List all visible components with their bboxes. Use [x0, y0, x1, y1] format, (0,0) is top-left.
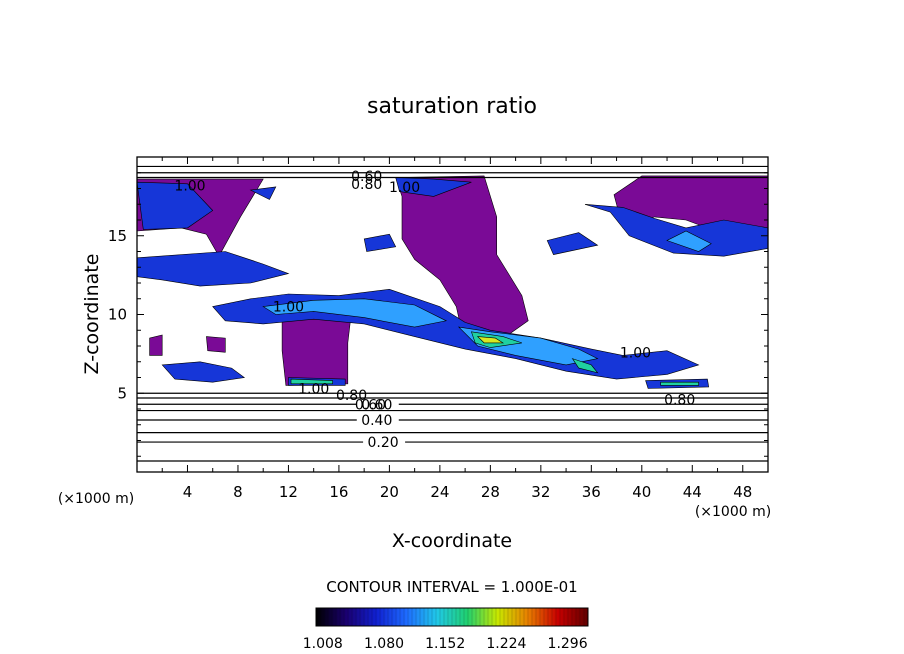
colorbar-tick-label: 1.224: [486, 636, 526, 652]
y-tick-label: 5: [117, 384, 127, 402]
saturation-region-low: [546, 232, 599, 255]
contour-label: 1.00: [620, 345, 651, 361]
contour-label: 0.60: [355, 397, 386, 413]
saturation-region-low: [137, 251, 290, 287]
contour-label: 1.00: [389, 180, 420, 196]
saturation-region-saturated-purple: [206, 336, 226, 353]
colorbar-tick-label: 1.152: [425, 636, 465, 652]
saturation-region-mid-high: [290, 378, 333, 385]
saturation-fill-layer: [137, 175, 768, 389]
x-tick-label: 32: [531, 483, 550, 501]
y-axis: 5 10 15: [108, 172, 768, 457]
x-tick-label: 12: [279, 483, 298, 501]
contour-label: 0.80: [664, 393, 695, 409]
z-unit-label: (×1000 m): [58, 491, 134, 507]
contour-label-layer: 0.200.400.601.000.600.80 1.001.001.00 0.80…: [174, 169, 695, 451]
saturation-region-high: [476, 336, 505, 344]
x-tick-label: 20: [380, 483, 399, 501]
contour-level-label: 0.60: [361, 397, 392, 413]
saturation-region-low: [137, 181, 214, 230]
colorbar-tick-label: 1.080: [364, 636, 404, 652]
x-tick-label: 40: [632, 483, 651, 501]
colorbar-tick-label: 1.296: [548, 636, 588, 652]
saturation-region-mid-high: [571, 358, 599, 374]
colorbar: [315, 607, 589, 627]
x-tick-label: 48: [733, 483, 752, 501]
x-tick-label: 28: [481, 483, 500, 501]
x-tick-label: 16: [329, 483, 348, 501]
contour-label: 0.80: [351, 177, 382, 193]
x-tick-label: 36: [582, 483, 601, 501]
x-tick-label: 44: [683, 483, 702, 501]
contour-interval-label: CONTOUR INTERVAL = 1.000E-01: [326, 578, 577, 596]
saturation-region-low: [161, 361, 246, 383]
x-tick-label: 4: [183, 483, 193, 501]
saturation-region-low: [363, 233, 397, 252]
contour-line-layer: [137, 165, 768, 462]
saturation-region-low: [249, 186, 277, 200]
chart-title: saturation ratio: [367, 94, 537, 119]
saturation-region-saturated-purple: [149, 334, 163, 356]
contour-label: 1.00: [298, 382, 329, 398]
saturation-region-mid: [666, 230, 712, 252]
colorbar-ticks: 1.008 1.080 1.152 1.224 1.296: [303, 608, 588, 652]
contour-level-label: 0.20: [368, 435, 399, 451]
saturation-region-mid-high: [660, 381, 699, 386]
y-tick-label: 10: [108, 306, 127, 324]
contour-label: 0.60: [351, 169, 382, 185]
x-tick-label: 24: [430, 483, 449, 501]
contour-label: 1.00: [273, 300, 304, 316]
x-tick-label: 8: [233, 483, 243, 501]
y-axis-title: Z-coordinate: [81, 254, 103, 375]
colorbar-tick-label: 1.008: [303, 636, 343, 652]
contour-label: 1.00: [174, 178, 205, 194]
x-axis: 4 8 12 16 20 24 28 32 36 40 44 48: [161, 157, 752, 501]
x-axis-title: X-coordinate: [392, 530, 512, 552]
saturation-region-low: [395, 177, 472, 197]
contour-level-label: 0.40: [361, 413, 392, 429]
contour-label: 0.80: [336, 388, 367, 404]
y-tick-label: 15: [108, 227, 127, 245]
saturation-region-mid: [262, 298, 448, 328]
x-unit-label: (×1000 m): [695, 504, 771, 520]
saturation-region-low: [584, 204, 768, 257]
